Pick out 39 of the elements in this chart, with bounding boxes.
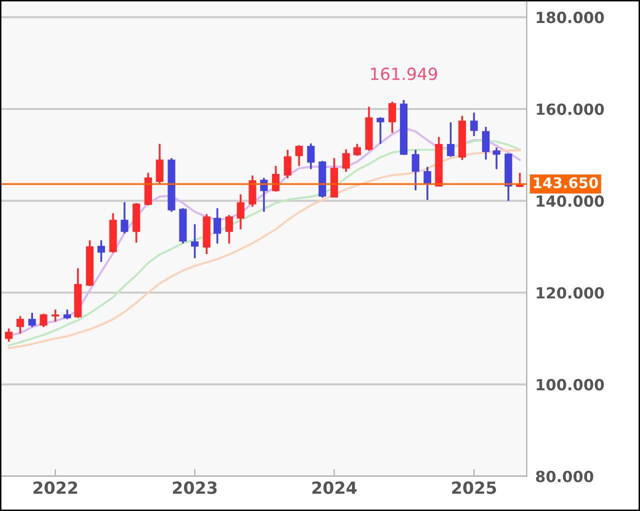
candlestick — [52, 308, 60, 322]
candlestick — [97, 239, 106, 263]
candlestick — [342, 148, 350, 173]
candlestick — [482, 126, 490, 160]
candlestick — [492, 146, 500, 170]
y-tick-label: 140.000 — [536, 195, 604, 207]
ref-line-label: 143.650 — [534, 177, 598, 188]
candlestick — [284, 148, 292, 180]
candlestick — [120, 201, 128, 234]
y-tick-label: 120.000 — [536, 287, 604, 299]
x-tick-label: 2022 — [34, 481, 78, 494]
x-tick-label: 2023 — [172, 481, 217, 494]
x-tick-label: 2025 — [452, 481, 496, 494]
candlestick — [236, 193, 244, 230]
candlestick — [376, 116, 384, 145]
candlestick — [295, 144, 303, 167]
candlestick — [353, 142, 361, 157]
y-tick-label: 160.000 — [536, 103, 604, 116]
y-tick-label: 180.000 — [536, 12, 604, 24]
y-tick-label: 80.000 — [536, 470, 594, 482]
annotation: 161.949 — [371, 68, 438, 80]
candlestick — [63, 308, 72, 320]
y-tick-label: 100.000 — [536, 378, 604, 390]
candlestick — [412, 148, 420, 192]
candlestick — [307, 142, 315, 170]
candlestick — [446, 121, 454, 158]
candlestick — [191, 223, 199, 260]
candlestick — [248, 174, 256, 208]
candlestick — [156, 142, 164, 184]
candlestick — [214, 207, 222, 244]
candlestick — [225, 214, 233, 244]
candlestick — [16, 315, 24, 334]
candlestick — [424, 166, 432, 201]
candlestick — [388, 100, 396, 134]
x-tick-label: 2024 — [312, 481, 357, 494]
candlestick — [28, 312, 36, 328]
candlestick — [40, 312, 48, 328]
candlestick — [4, 328, 13, 343]
candlestick — [470, 112, 478, 137]
